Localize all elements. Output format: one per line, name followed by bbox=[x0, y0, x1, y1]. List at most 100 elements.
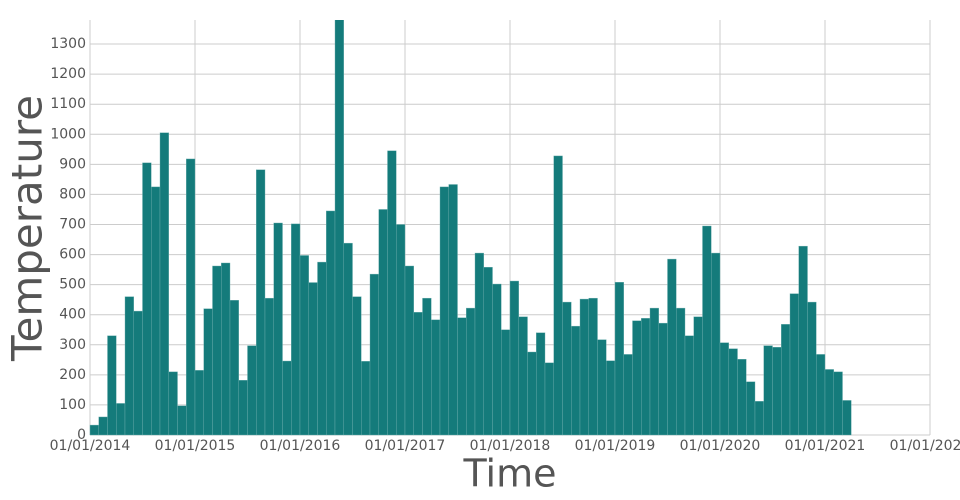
bar bbox=[588, 297, 598, 436]
bar bbox=[194, 370, 204, 436]
bar bbox=[483, 266, 493, 436]
x-tick-label: 01/01/2015 bbox=[155, 438, 236, 454]
y-tick-label: 500 bbox=[59, 277, 86, 293]
y-tick-label: 900 bbox=[59, 156, 86, 172]
bar bbox=[466, 307, 476, 436]
bar bbox=[413, 312, 423, 436]
bar bbox=[247, 345, 257, 436]
bar bbox=[107, 335, 117, 436]
bars bbox=[89, 20, 852, 436]
bar bbox=[518, 316, 528, 436]
y-tick-label: 200 bbox=[59, 367, 86, 383]
bar bbox=[89, 424, 99, 436]
bar bbox=[457, 317, 467, 436]
bar bbox=[124, 296, 134, 436]
bar bbox=[142, 162, 152, 436]
bar bbox=[536, 332, 546, 436]
bar bbox=[212, 265, 222, 436]
y-tick-label: 1000 bbox=[50, 126, 86, 142]
bar bbox=[474, 252, 484, 436]
bar bbox=[308, 282, 318, 436]
bar bbox=[562, 301, 572, 436]
x-tick-label: 01/01/2019 bbox=[575, 438, 656, 454]
bar bbox=[501, 329, 511, 436]
bar bbox=[151, 186, 161, 436]
bar bbox=[378, 209, 388, 436]
bar bbox=[343, 242, 353, 436]
y-tick-label: 1200 bbox=[50, 66, 86, 82]
bar bbox=[754, 401, 764, 436]
bar bbox=[264, 297, 274, 436]
bar bbox=[816, 354, 826, 436]
bar bbox=[396, 224, 406, 436]
bar bbox=[789, 293, 799, 436]
x-tick-label: 01/01/2022 bbox=[890, 438, 960, 454]
bar bbox=[614, 282, 624, 436]
bar bbox=[728, 348, 738, 436]
bar bbox=[221, 262, 231, 436]
x-tick-label: 01/01/2016 bbox=[260, 438, 341, 454]
bar bbox=[781, 324, 791, 436]
bar bbox=[361, 361, 371, 436]
bar bbox=[684, 335, 694, 436]
x-tick-label: 01/01/2014 bbox=[50, 438, 131, 454]
bar bbox=[317, 261, 327, 436]
y-tick-label: 100 bbox=[59, 397, 86, 413]
y-tick-label: 700 bbox=[59, 216, 86, 232]
bar bbox=[667, 258, 677, 436]
y-axis-label: Temperature bbox=[3, 95, 52, 362]
bar bbox=[431, 319, 441, 436]
bar bbox=[579, 298, 589, 436]
bar bbox=[833, 371, 843, 436]
bar bbox=[693, 316, 703, 436]
bar bbox=[544, 362, 554, 436]
bar bbox=[238, 380, 248, 436]
bar bbox=[719, 342, 729, 436]
x-axis-label: Time bbox=[463, 452, 557, 496]
bar bbox=[256, 169, 266, 436]
bar bbox=[571, 325, 581, 436]
bar bbox=[326, 210, 336, 436]
y-tick-label: 1100 bbox=[50, 96, 86, 112]
y-tick-label: 800 bbox=[59, 186, 86, 202]
bar bbox=[116, 403, 126, 436]
y-tick-label: 400 bbox=[59, 307, 86, 323]
bar bbox=[676, 307, 686, 436]
bar bbox=[369, 273, 379, 436]
bar bbox=[763, 345, 773, 436]
bar bbox=[553, 155, 563, 436]
bar bbox=[737, 359, 747, 436]
bar bbox=[711, 252, 721, 436]
y-tick-label: 1300 bbox=[50, 36, 86, 52]
x-tick-label: 01/01/2021 bbox=[785, 438, 866, 454]
bar bbox=[702, 225, 712, 436]
y-tick-label: 300 bbox=[59, 337, 86, 353]
bar bbox=[641, 318, 651, 436]
y-tick-label: 600 bbox=[59, 247, 86, 263]
bar bbox=[649, 307, 659, 436]
bar bbox=[159, 132, 169, 436]
y-tick-label: 0 bbox=[77, 427, 86, 443]
bar bbox=[632, 320, 642, 436]
bar bbox=[448, 184, 458, 436]
bar bbox=[606, 360, 616, 436]
bar bbox=[387, 150, 397, 436]
bar bbox=[439, 186, 449, 436]
bar bbox=[98, 416, 108, 436]
bar bbox=[299, 255, 309, 436]
bar bbox=[807, 301, 817, 436]
bar bbox=[168, 371, 178, 436]
bar bbox=[658, 322, 668, 436]
bar bbox=[527, 351, 537, 436]
bar bbox=[203, 308, 213, 436]
bar bbox=[133, 310, 143, 436]
bar bbox=[798, 245, 808, 436]
bar bbox=[334, 20, 344, 436]
bar bbox=[282, 360, 292, 436]
x-tick-label: 01/01/2017 bbox=[365, 438, 446, 454]
bar bbox=[623, 354, 633, 436]
bar bbox=[509, 280, 519, 436]
x-tick-label: 01/01/2020 bbox=[680, 438, 761, 454]
bar bbox=[772, 346, 782, 436]
bar bbox=[746, 381, 756, 436]
